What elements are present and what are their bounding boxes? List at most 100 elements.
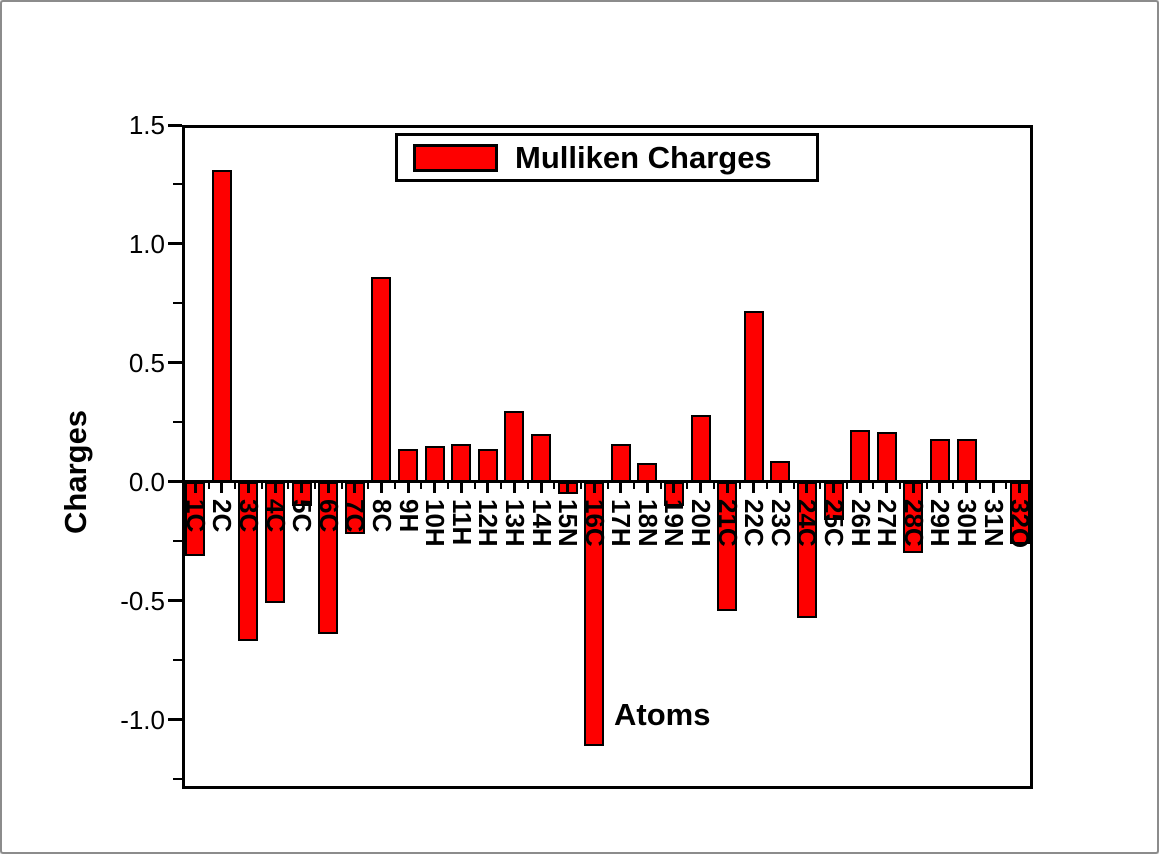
x-tick-minor — [420, 483, 423, 490]
x-category-label: 17H — [606, 498, 637, 547]
bar-26H — [850, 429, 871, 482]
x-tick-minor — [579, 483, 582, 490]
bar-30H — [956, 439, 977, 482]
x-category-label: 15N — [553, 498, 584, 547]
x-category-label: 8C — [366, 498, 397, 533]
x-tick-minor — [313, 483, 316, 490]
x-category-label: 12H — [473, 498, 504, 547]
bar-8C — [371, 277, 392, 482]
y-tick-minor — [173, 183, 182, 186]
x-category-label: 9H — [393, 498, 424, 533]
x-tick-major — [619, 483, 623, 494]
x-tick-major — [193, 483, 197, 494]
x-category-label: 21C — [712, 498, 743, 547]
x-tick-major — [725, 483, 729, 494]
x-tick-major — [699, 483, 703, 494]
x-tick-major — [512, 483, 516, 494]
x-tick-major — [885, 483, 889, 494]
y-tick-label: -1.0 — [120, 704, 165, 735]
x-category-label: 10H — [420, 498, 451, 547]
x-category-label: 2C — [207, 498, 238, 533]
x-tick-major — [938, 483, 942, 494]
x-category-label: 24C — [792, 498, 823, 547]
x-tick-minor — [1005, 483, 1008, 490]
x-category-label: 3C — [233, 498, 264, 533]
x-tick-major — [246, 483, 250, 494]
x-tick-minor — [712, 483, 715, 490]
x-tick-minor — [553, 483, 556, 490]
y-tick-major — [168, 361, 182, 365]
x-tick-minor — [633, 483, 636, 490]
y-tick-minor — [173, 302, 182, 305]
x-category-label: 28C — [898, 498, 929, 547]
x-tick-minor — [446, 483, 449, 490]
x-category-label: 22C — [739, 498, 770, 547]
y-tick-minor — [173, 778, 182, 781]
x-tick-major — [911, 483, 915, 494]
x-tick-minor — [766, 483, 769, 490]
x-tick-major — [406, 483, 410, 494]
x-category-label: 4C — [260, 498, 291, 533]
y-tick-label: 1.0 — [128, 228, 165, 259]
x-tick-minor — [899, 483, 902, 490]
x-tick-major — [858, 483, 862, 494]
x-tick-major — [592, 483, 596, 494]
x-tick-major — [220, 483, 224, 494]
legend-label: Mulliken Charges — [515, 139, 772, 175]
x-tick-major — [965, 483, 969, 494]
x-category-label: 25C — [819, 498, 850, 547]
x-tick-major — [805, 483, 809, 494]
x-tick-major — [778, 483, 782, 494]
x-tick-major — [273, 483, 277, 494]
x-category-label: 27H — [872, 498, 903, 547]
bar-17H — [610, 443, 631, 482]
x-tick-major — [539, 483, 543, 494]
x-tick-minor — [234, 483, 237, 490]
y-axis-title: Charges — [58, 409, 93, 534]
x-tick-minor — [978, 483, 981, 490]
x-tick-minor — [207, 483, 210, 490]
x-category-label: 5C — [287, 498, 318, 533]
x-tick-minor — [606, 483, 609, 490]
x-tick-minor — [367, 483, 370, 490]
bar-12H — [477, 448, 498, 482]
x-category-label: 6C — [313, 498, 344, 533]
x-category-label: 26H — [845, 498, 876, 547]
bar-14H — [531, 434, 552, 482]
bar-29H — [929, 439, 950, 482]
x-tick-minor — [952, 483, 955, 490]
y-tick-major — [168, 599, 182, 603]
x-tick-minor — [393, 483, 396, 490]
y-tick-minor — [173, 659, 182, 662]
bar-13H — [504, 410, 525, 482]
x-tick-major — [832, 483, 836, 494]
bar-18N — [637, 462, 658, 482]
bar-27H — [876, 432, 897, 482]
x-tick-major — [645, 483, 649, 494]
x-tick-major — [379, 483, 383, 494]
x-tick-major — [353, 483, 357, 494]
x-tick-major — [672, 483, 676, 494]
x-tick-minor — [819, 483, 822, 490]
y-tick-major — [168, 718, 182, 722]
x-tick-major — [566, 483, 570, 494]
y-tick-major — [168, 480, 182, 484]
x-category-label: 16C — [579, 498, 610, 547]
x-category-label: 7C — [340, 498, 371, 533]
y-tick-major — [168, 242, 182, 246]
bar-9H — [398, 448, 419, 482]
x-tick-minor — [845, 483, 848, 490]
x-tick-minor — [686, 483, 689, 490]
x-tick-major — [300, 483, 304, 494]
x-category-label: 30H — [952, 498, 983, 547]
x-tick-minor — [739, 483, 742, 490]
plot-frame — [182, 125, 1033, 789]
x-tick-major — [486, 483, 490, 494]
x-tick-major — [459, 483, 463, 494]
bar-10H — [424, 446, 445, 482]
y-tick-label: 0.0 — [128, 466, 165, 497]
x-tick-minor — [526, 483, 529, 490]
x-tick-major — [1018, 483, 1022, 494]
x-category-label: 23C — [765, 498, 796, 547]
bar-20H — [690, 415, 711, 482]
